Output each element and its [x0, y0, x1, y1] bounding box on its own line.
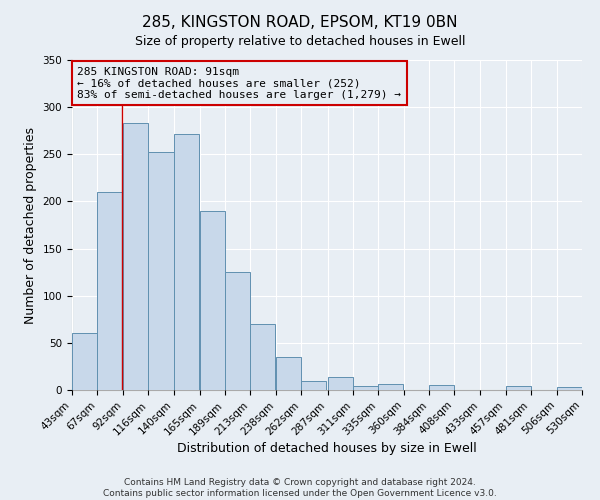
Bar [328, 377, 353, 390]
Bar [301, 380, 326, 390]
Text: Contains HM Land Registry data © Crown copyright and database right 2024.
Contai: Contains HM Land Registry data © Crown c… [103, 478, 497, 498]
Bar [97, 192, 122, 390]
Bar [173, 134, 199, 390]
Text: 285, KINGSTON ROAD, EPSOM, KT19 0BN: 285, KINGSTON ROAD, EPSOM, KT19 0BN [142, 15, 458, 30]
Y-axis label: Number of detached properties: Number of detached properties [24, 126, 37, 324]
Bar [429, 386, 454, 390]
Bar [353, 386, 378, 390]
Bar [124, 123, 148, 390]
Bar [225, 272, 250, 390]
Bar [378, 384, 403, 390]
Bar [250, 324, 275, 390]
Text: Size of property relative to detached houses in Ewell: Size of property relative to detached ho… [135, 35, 465, 48]
Text: 285 KINGSTON ROAD: 91sqm
← 16% of detached houses are smaller (252)
83% of semi-: 285 KINGSTON ROAD: 91sqm ← 16% of detach… [77, 66, 401, 100]
Bar [72, 334, 97, 390]
Bar [276, 357, 301, 390]
Bar [506, 386, 530, 390]
Bar [148, 152, 173, 390]
Bar [200, 211, 225, 390]
Bar [557, 387, 582, 390]
X-axis label: Distribution of detached houses by size in Ewell: Distribution of detached houses by size … [177, 442, 477, 455]
